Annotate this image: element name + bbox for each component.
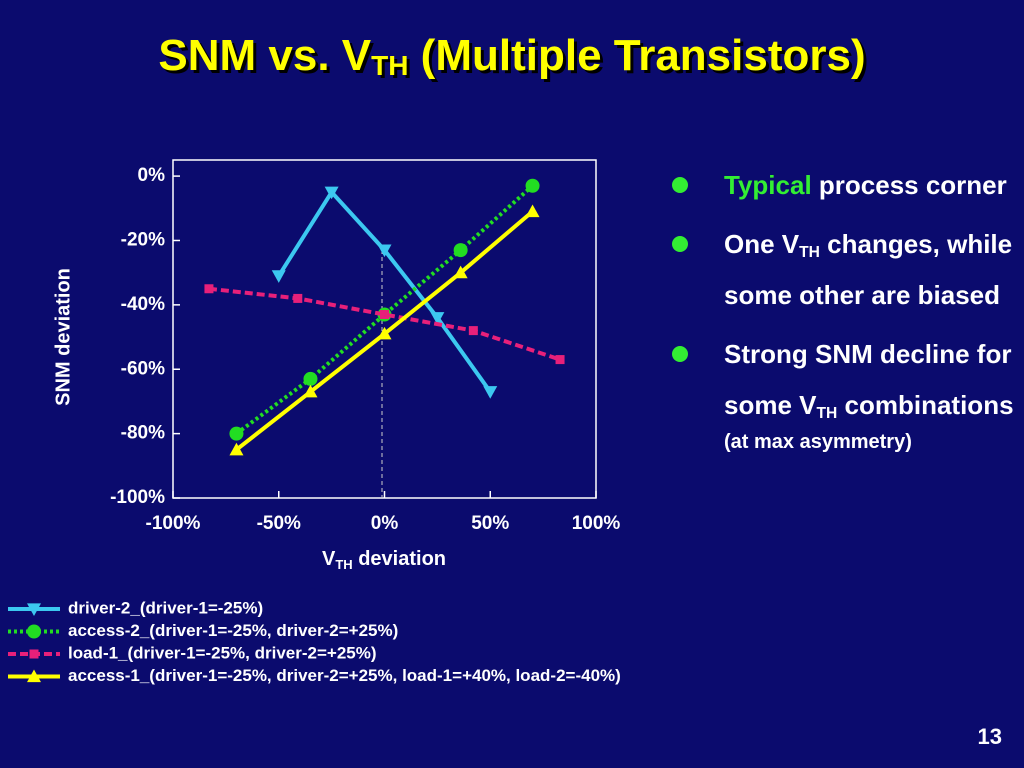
y-tick-label: -60% [121, 358, 165, 379]
marker [377, 326, 392, 340]
y-tick-label: -80% [121, 423, 165, 444]
x-axis-label: VTH deviation [322, 548, 446, 572]
y-tick-label: 0% [138, 165, 166, 186]
legend-label: access-1_(driver-1=-25%, driver-2=+25%, … [68, 666, 621, 685]
legend-label: access-2_(driver-1=-25%, driver-2=+25%) [68, 621, 398, 640]
series-line [208, 286, 561, 362]
marker [27, 603, 41, 616]
bullet-subscript: TH [816, 405, 838, 422]
x-label-text: V [322, 548, 336, 570]
bullet-text: changes, while some other are biased [724, 229, 1013, 310]
x-tick-label: -50% [257, 513, 301, 534]
marker [271, 270, 286, 283]
series-line [235, 184, 534, 436]
marker [468, 326, 478, 336]
marker [229, 442, 244, 456]
marker [483, 386, 498, 399]
marker [303, 371, 318, 386]
marker [303, 384, 318, 398]
x-tick-label: -100% [146, 513, 201, 534]
bullet: One VTH changes, while some other are bi… [666, 219, 1016, 321]
plot: -100% -50% 0% 50% 100% 0% -20% -40% -60% -80% -100… [110, 165, 620, 534]
bullet-text: process corner [811, 170, 1007, 200]
bullet-dot [672, 236, 688, 252]
marker [380, 310, 389, 320]
marker [27, 624, 41, 639]
bullet-text: Strong SNM decline for some V [724, 339, 1012, 420]
bullet: Strong SNM decline for some VTH combinat… [666, 329, 1016, 457]
title-text: (Multiple Transistors) [408, 31, 865, 80]
marker [293, 293, 303, 303]
bullet-note: (at max asymmetry) [724, 431, 912, 453]
y-tick-label: -20% [121, 229, 165, 250]
x-tick-label: 50% [471, 513, 509, 534]
bullet-text: combinations [837, 390, 1014, 420]
bullet-list: Typical process corner One VTH changes, … [666, 160, 1016, 465]
page-number: 13 [977, 724, 1002, 749]
bullet-dot [672, 346, 688, 362]
y-tick-label: -40% [121, 294, 165, 315]
bullet-text: One V [724, 229, 800, 259]
marker [324, 186, 339, 200]
series-line [277, 188, 492, 393]
slide-title: SNM vs. VTH (Multiple Transistors) [158, 31, 865, 82]
x-label-subscript: TH [335, 557, 352, 572]
marker [453, 243, 468, 258]
marker [525, 178, 540, 193]
legend-label: driver-2_(driver-1=-25%) [68, 598, 263, 617]
marker [453, 265, 468, 279]
title-subscript: TH [371, 50, 408, 81]
marker [29, 649, 39, 659]
y-axis-label: SNM deviation [52, 268, 74, 406]
title-text: SNM vs. V [158, 31, 371, 80]
x-tick-label: 100% [572, 513, 621, 534]
bullet-subscript: TH [799, 244, 820, 261]
marker [430, 312, 445, 325]
marker [27, 669, 41, 683]
bullet-dot [672, 177, 688, 193]
marker [555, 355, 565, 365]
y-tick-label: -100% [110, 487, 165, 508]
bullet: Typical process corner [666, 160, 1016, 211]
marker [525, 204, 540, 218]
marker [204, 284, 214, 294]
marker [377, 244, 392, 258]
x-label-text: deviation [353, 548, 446, 570]
bullet-highlight: Typical [724, 170, 812, 200]
marker [229, 426, 244, 441]
legend-label: load-1_(driver-1=-25%, driver-2=+25%) [68, 643, 377, 662]
x-tick-label: 0% [371, 513, 399, 534]
